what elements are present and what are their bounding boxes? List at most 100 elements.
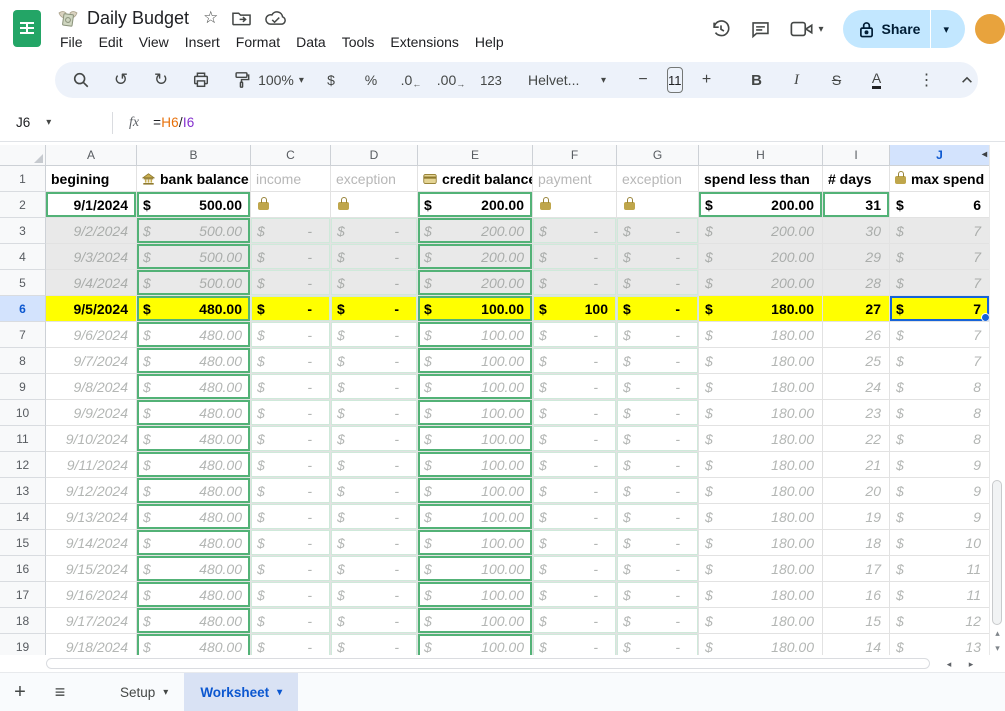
- cell-E7[interactable]: $100.00: [418, 322, 533, 348]
- cell-E9[interactable]: $100.00: [418, 374, 533, 400]
- percent-format-button[interactable]: %: [364, 72, 378, 88]
- row-header-7[interactable]: 7: [0, 322, 46, 348]
- row-header-13[interactable]: 13: [0, 478, 46, 504]
- cell-H9[interactable]: $180.00: [699, 374, 823, 400]
- menu-insert[interactable]: Insert: [184, 34, 220, 50]
- cell-A13[interactable]: 9/12/2024: [46, 478, 137, 504]
- row-header-10[interactable]: 10: [0, 400, 46, 426]
- cell-E4[interactable]: $200.00: [418, 244, 533, 270]
- print-button[interactable]: [183, 67, 219, 93]
- italic-button[interactable]: I: [794, 71, 799, 88]
- cell-B14[interactable]: $480.00: [137, 504, 251, 530]
- cell-J15[interactable]: $10: [890, 530, 990, 556]
- collapse-toolbar-icon[interactable]: [949, 67, 985, 93]
- cell-B18[interactable]: $480.00: [137, 608, 251, 634]
- cell-A10[interactable]: 9/9/2024: [46, 400, 137, 426]
- cell-B2[interactable]: $500.00: [137, 192, 251, 218]
- cell-F7[interactable]: $ -: [533, 322, 617, 348]
- cell-G1[interactable]: exception: [617, 166, 699, 192]
- sheet-tab-caret-icon[interactable]: ▾: [163, 686, 169, 698]
- cell-E13[interactable]: $100.00: [418, 478, 533, 504]
- more-formats-button[interactable]: 123: [480, 72, 502, 88]
- menu-extensions[interactable]: Extensions: [390, 34, 459, 50]
- cell-D19[interactable]: $ -: [331, 634, 418, 655]
- cell-A19[interactable]: 9/18/2024: [46, 634, 137, 655]
- cell-A12[interactable]: 9/11/2024: [46, 452, 137, 478]
- cell-J6[interactable]: $7: [890, 296, 990, 322]
- cell-D13[interactable]: $ -: [331, 478, 418, 504]
- cell-D8[interactable]: $ -: [331, 348, 418, 374]
- cell-H16[interactable]: $180.00: [699, 556, 823, 582]
- cell-F1[interactable]: payment: [533, 166, 617, 192]
- cell-F6[interactable]: $100: [533, 296, 617, 322]
- search-icon[interactable]: [63, 67, 99, 93]
- row-header-16[interactable]: 16: [0, 556, 46, 582]
- row-header-12[interactable]: 12: [0, 452, 46, 478]
- spreadsheet-grid[interactable]: A B C D E F G H I J ◂ 1 begining bank balance income ex…: [0, 145, 990, 655]
- move-to-folder-icon[interactable]: [232, 10, 252, 26]
- horizontal-scrollbar[interactable]: ◂ ▸: [46, 656, 990, 672]
- row-header-17[interactable]: 17: [0, 582, 46, 608]
- cell-B19[interactable]: $480.00: [137, 634, 251, 655]
- cell-H15[interactable]: $180.00: [699, 530, 823, 556]
- row-header-6[interactable]: 6: [0, 296, 46, 322]
- cell-G2[interactable]: [617, 192, 699, 218]
- cell-G7[interactable]: $ -: [617, 322, 699, 348]
- cell-B10[interactable]: $480.00: [137, 400, 251, 426]
- cell-C15[interactable]: $ -: [251, 530, 331, 556]
- cell-F15[interactable]: $ -: [533, 530, 617, 556]
- cell-E2[interactable]: $200.00: [418, 192, 533, 218]
- cell-A8[interactable]: 9/7/2024: [46, 348, 137, 374]
- decrease-decimal-button[interactable]: .0 ←: [400, 72, 422, 89]
- cell-C14[interactable]: $ -: [251, 504, 331, 530]
- cell-B5[interactable]: $500.00: [137, 270, 251, 296]
- cell-H6[interactable]: $180.00: [699, 296, 823, 322]
- cell-D3[interactable]: $ -: [331, 218, 418, 244]
- column-header-J[interactable]: J ◂: [890, 145, 990, 166]
- cell-H8[interactable]: $180.00: [699, 348, 823, 374]
- cell-A2[interactable]: 9/1/2024: [46, 192, 137, 218]
- cell-D14[interactable]: $ -: [331, 504, 418, 530]
- cell-B7[interactable]: $480.00: [137, 322, 251, 348]
- cell-G18[interactable]: $ -: [617, 608, 699, 634]
- row-header-15[interactable]: 15: [0, 530, 46, 556]
- select-all-corner[interactable]: [0, 145, 46, 166]
- row-header-11[interactable]: 11: [0, 426, 46, 452]
- cell-F4[interactable]: $ -: [533, 244, 617, 270]
- cell-E3[interactable]: $200.00: [418, 218, 533, 244]
- menu-view[interactable]: View: [138, 34, 169, 50]
- cell-G3[interactable]: $ -: [617, 218, 699, 244]
- column-header-D[interactable]: D: [331, 145, 418, 166]
- vertical-scrollbar-thumb[interactable]: [992, 480, 1002, 625]
- cell-A7[interactable]: 9/6/2024: [46, 322, 137, 348]
- cell-G6[interactable]: $ -: [617, 296, 699, 322]
- cell-B1[interactable]: bank balance: [137, 166, 251, 192]
- add-sheet-icon[interactable]: +: [14, 680, 26, 703]
- cell-J3[interactable]: $7: [890, 218, 990, 244]
- cell-C4[interactable]: $ -: [251, 244, 331, 270]
- cell-I6[interactable]: 27: [823, 296, 890, 322]
- menu-format[interactable]: Format: [235, 34, 281, 50]
- user-avatar[interactable]: [975, 14, 1005, 44]
- cell-I16[interactable]: 17: [823, 556, 890, 582]
- cell-G17[interactable]: $ -: [617, 582, 699, 608]
- cell-C13[interactable]: $ -: [251, 478, 331, 504]
- cell-C9[interactable]: $ -: [251, 374, 331, 400]
- zoom-select[interactable]: 100% ▾: [258, 67, 304, 93]
- text-color-button[interactable]: A: [859, 67, 895, 93]
- row-header-2[interactable]: 2: [0, 192, 46, 218]
- row-header-1[interactable]: 1: [0, 166, 46, 192]
- cell-B13[interactable]: $480.00: [137, 478, 251, 504]
- cell-E11[interactable]: $100.00: [418, 426, 533, 452]
- cell-J13[interactable]: $9: [890, 478, 990, 504]
- cell-D17[interactable]: $ -: [331, 582, 418, 608]
- cell-D4[interactable]: $ -: [331, 244, 418, 270]
- cell-H13[interactable]: $180.00: [699, 478, 823, 504]
- cell-G14[interactable]: $ -: [617, 504, 699, 530]
- row-header-14[interactable]: 14: [0, 504, 46, 530]
- video-call-caret-icon[interactable]: ▾: [818, 23, 824, 35]
- cell-G15[interactable]: $ -: [617, 530, 699, 556]
- cell-I8[interactable]: 25: [823, 348, 890, 374]
- row-header-3[interactable]: 3: [0, 218, 46, 244]
- row-header-8[interactable]: 8: [0, 348, 46, 374]
